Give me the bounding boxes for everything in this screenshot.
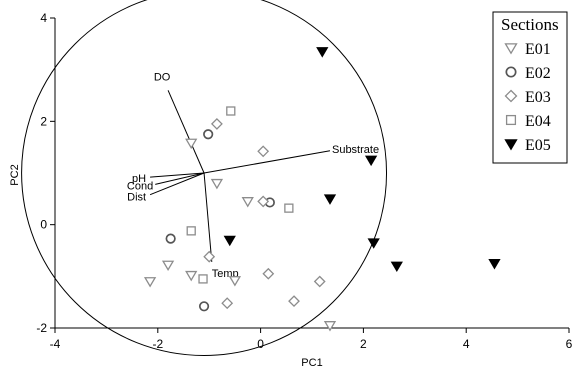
y-tick-label: 0	[40, 218, 47, 232]
legend-label-e05: E05	[525, 137, 551, 154]
point-e05	[316, 47, 329, 58]
vector-label-substrate: Substrate	[332, 144, 379, 156]
x-tick-label: -4	[50, 337, 61, 351]
point-e01	[185, 138, 198, 150]
vector-substrate	[203, 150, 331, 174]
point-e01	[241, 197, 254, 208]
point-e03	[221, 297, 234, 310]
point-e01	[323, 321, 337, 332]
legend-box	[492, 11, 568, 164]
point-e05	[223, 235, 236, 247]
legend-label-e01: E01	[525, 41, 551, 58]
point-e03	[257, 145, 270, 158]
x-axis-title: PC1	[301, 357, 322, 368]
point-e02	[198, 301, 210, 312]
vector-label-do: DO	[154, 71, 171, 83]
point-e01	[228, 276, 242, 287]
point-e04	[186, 226, 196, 236]
legend-marker-e04	[505, 114, 517, 126]
point-e05	[488, 259, 501, 270]
legend-label-e03: E03	[525, 89, 551, 106]
y-tick-label: 4	[40, 11, 47, 25]
vector-ph	[150, 172, 205, 178]
correlation-circle-layer	[21, 0, 387, 356]
legend-marker-e05	[504, 139, 518, 151]
legend: Sections E01 E02 E03 E04 E05	[492, 11, 568, 164]
point-layer	[143, 47, 501, 332]
point-e01	[143, 277, 157, 288]
x-tick-label: 2	[360, 337, 367, 351]
point-e03	[313, 275, 326, 288]
vector-do	[167, 90, 205, 174]
point-e05	[367, 238, 380, 249]
x-tick-label: -2	[152, 337, 163, 351]
vector-label-cond: Cond	[127, 180, 153, 192]
vector-cond	[155, 172, 205, 185]
point-e05	[323, 194, 337, 205]
point-e04	[226, 106, 236, 116]
point-e03	[257, 195, 270, 208]
y-tick-label: 2	[40, 114, 47, 128]
point-e02	[165, 233, 176, 244]
point-e03	[203, 250, 216, 263]
legend-items: E01 E02 E03 E04 E05	[504, 41, 551, 154]
point-e02	[203, 129, 214, 140]
point-e01	[161, 260, 175, 271]
vector-dist	[149, 172, 205, 196]
point-e03	[288, 295, 300, 308]
y-axis-title: PC2	[9, 164, 21, 185]
legend-label-e02: E02	[525, 65, 551, 82]
vector-temp	[203, 172, 213, 262]
x-tick-label: 0	[257, 337, 264, 351]
point-e03	[210, 117, 223, 130]
point-e04	[198, 274, 208, 284]
point-e03	[262, 267, 275, 280]
point-e05	[390, 261, 403, 273]
x-tick-label: 4	[463, 337, 470, 351]
legend-marker-e03	[504, 89, 518, 103]
point-e04	[284, 203, 294, 213]
correlation-circle	[21, 0, 387, 356]
point-e05	[364, 155, 378, 167]
legend-label-e04: E04	[525, 113, 551, 130]
legend-marker-e01	[504, 43, 518, 55]
legend-title: Sections	[501, 15, 559, 34]
vector-label-ph: pH	[132, 173, 146, 185]
x-tick-label: 6	[566, 337, 572, 351]
legend-marker-e02	[505, 66, 517, 78]
point-e01	[185, 270, 198, 282]
vector-label-dist: Dist	[127, 192, 146, 204]
point-e01	[210, 178, 224, 190]
y-tick-label: -2	[36, 321, 47, 335]
